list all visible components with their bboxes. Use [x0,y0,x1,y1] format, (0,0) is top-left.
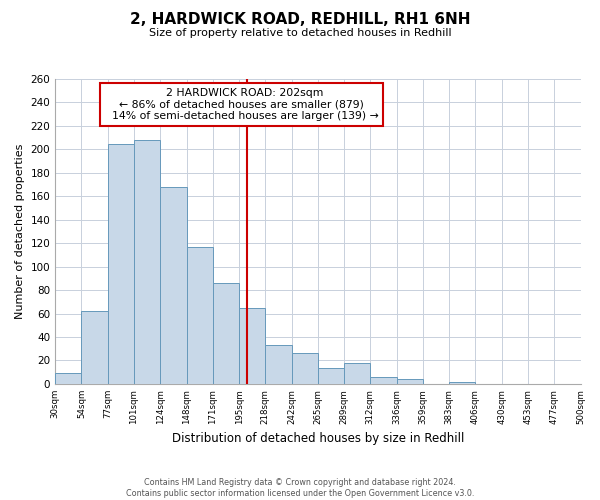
Bar [108,144,134,384]
Text: 2, HARDWICK ROAD, REDHILL, RH1 6NH: 2, HARDWICK ROAD, REDHILL, RH1 6NH [130,12,470,28]
Bar [239,308,265,384]
Bar [370,377,397,384]
Bar [213,283,239,384]
Bar [160,187,187,384]
X-axis label: Distribution of detached houses by size in Redhill: Distribution of detached houses by size … [172,432,464,445]
Bar [55,374,82,384]
Bar [82,311,108,384]
Bar [292,354,318,384]
Bar [344,363,370,384]
Bar [397,379,423,384]
Text: 2 HARDWICK ROAD: 202sqm
← 86% of detached houses are smaller (879)
  14% of semi: 2 HARDWICK ROAD: 202sqm ← 86% of detache… [105,88,379,122]
Text: Contains HM Land Registry data © Crown copyright and database right 2024.
Contai: Contains HM Land Registry data © Crown c… [126,478,474,498]
Bar [318,368,344,384]
Bar [449,382,475,384]
Bar [265,345,292,384]
Bar [134,140,160,384]
Bar [187,246,213,384]
Text: Size of property relative to detached houses in Redhill: Size of property relative to detached ho… [149,28,451,38]
Y-axis label: Number of detached properties: Number of detached properties [15,144,25,319]
